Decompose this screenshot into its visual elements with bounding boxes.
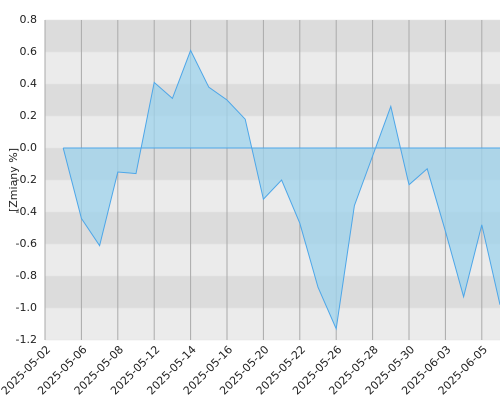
y-tick-label: -1.2 [16, 333, 37, 346]
band [45, 276, 500, 308]
band [45, 52, 500, 84]
band [45, 84, 500, 116]
y-tick-label: -0.4 [16, 205, 37, 218]
band [45, 20, 500, 52]
y-tick-label: 0.8 [20, 13, 38, 26]
y-tick-label: -0.8 [16, 269, 37, 282]
band [45, 116, 500, 148]
y-tick-label: 0.4 [20, 77, 38, 90]
y-axis-label: [Zmiany %] [7, 148, 20, 212]
line [62, 49, 500, 331]
y-tick-label: -0.2 [16, 173, 37, 186]
y-tick-label: 0.6 [20, 45, 38, 58]
y-tick-label: -1.0 [16, 301, 37, 314]
band [45, 308, 500, 340]
band [45, 244, 500, 276]
y-tick-label: 0.0 [20, 141, 38, 154]
y-tick-label: 0.2 [20, 109, 38, 122]
y-tick-label: -0.6 [16, 237, 37, 250]
band [45, 212, 500, 244]
area [63, 50, 500, 329]
